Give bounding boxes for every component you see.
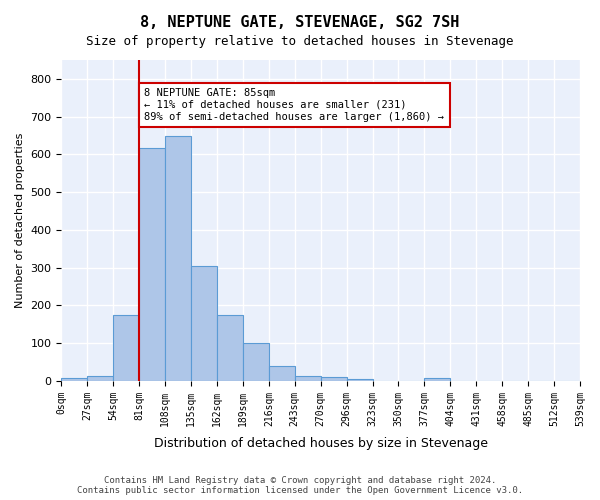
Bar — [295, 376, 321, 381]
Bar — [269, 366, 295, 381]
Text: Size of property relative to detached houses in Stevenage: Size of property relative to detached ho… — [86, 35, 514, 48]
Text: 8, NEPTUNE GATE, STEVENAGE, SG2 7SH: 8, NEPTUNE GATE, STEVENAGE, SG2 7SH — [140, 15, 460, 30]
Bar — [61, 378, 88, 381]
Bar — [165, 136, 191, 381]
Text: 8 NEPTUNE GATE: 85sqm
← 11% of detached houses are smaller (231)
89% of semi-det: 8 NEPTUNE GATE: 85sqm ← 11% of detached … — [145, 88, 445, 122]
X-axis label: Distribution of detached houses by size in Stevenage: Distribution of detached houses by size … — [154, 437, 488, 450]
Bar — [243, 343, 269, 381]
Bar — [88, 376, 113, 381]
Bar — [139, 148, 165, 381]
Bar — [424, 378, 451, 381]
Y-axis label: Number of detached properties: Number of detached properties — [15, 133, 25, 308]
Bar — [113, 315, 139, 381]
Bar — [321, 377, 347, 381]
Bar — [191, 266, 217, 381]
Bar — [347, 379, 373, 381]
Text: Contains HM Land Registry data © Crown copyright and database right 2024.
Contai: Contains HM Land Registry data © Crown c… — [77, 476, 523, 495]
Bar — [217, 315, 243, 381]
